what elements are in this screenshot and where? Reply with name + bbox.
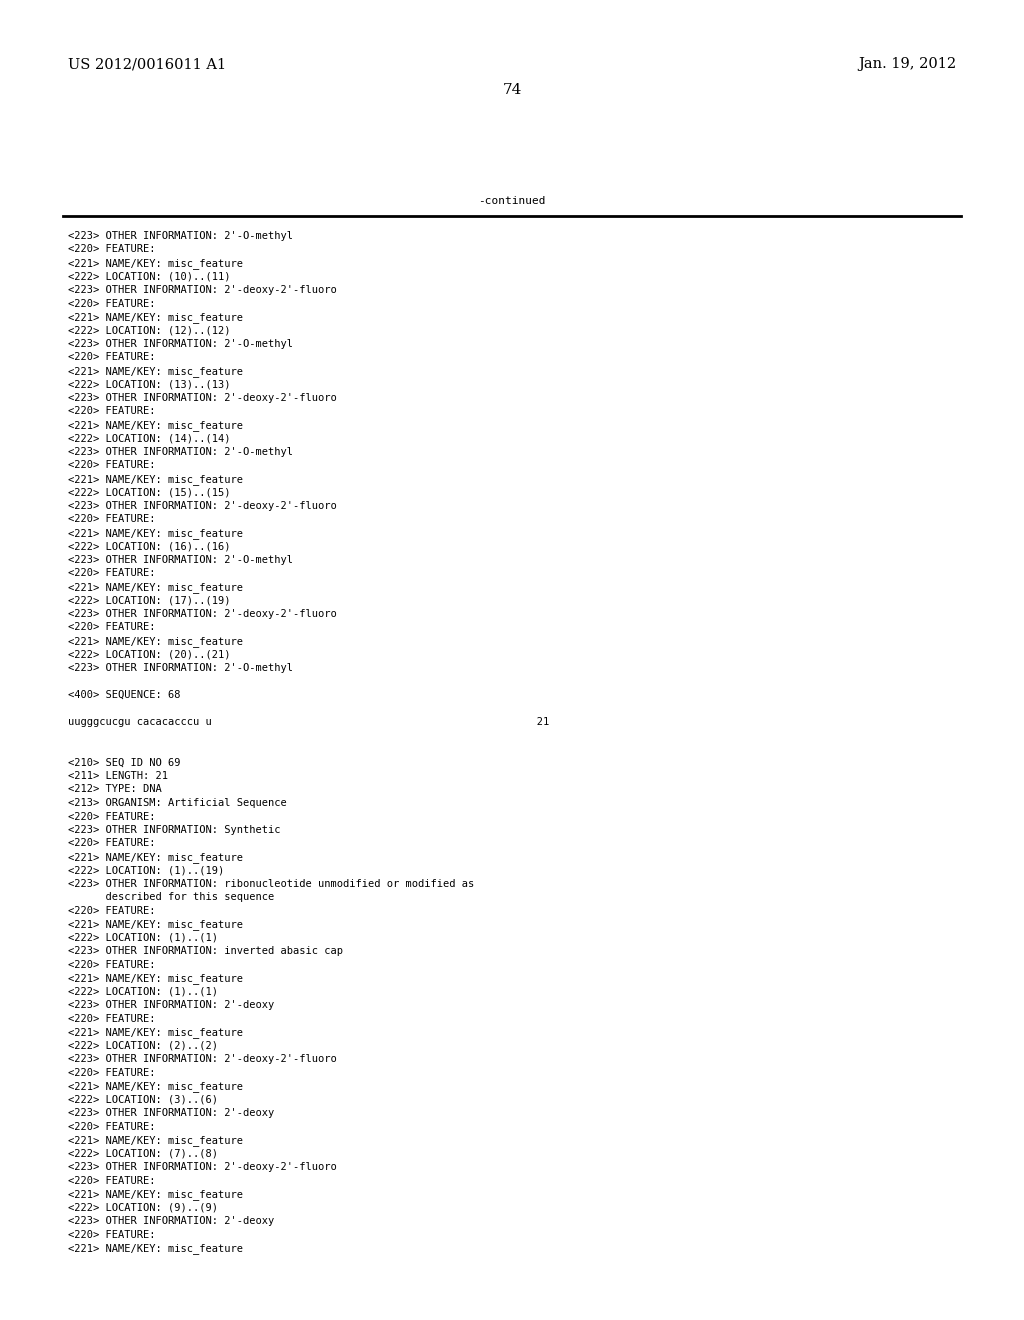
Text: uugggcucgu cacacacccu u                                                    21: uugggcucgu cacacacccu u 21 (68, 717, 549, 727)
Text: <222> LOCATION: (14)..(14): <222> LOCATION: (14)..(14) (68, 433, 230, 444)
Text: <222> LOCATION: (17)..(19): <222> LOCATION: (17)..(19) (68, 595, 230, 606)
Text: <221> NAME/KEY: misc_feature: <221> NAME/KEY: misc_feature (68, 257, 243, 269)
Text: <223> OTHER INFORMATION: 2'-deoxy: <223> OTHER INFORMATION: 2'-deoxy (68, 1217, 274, 1226)
Text: <220> FEATURE:: <220> FEATURE: (68, 623, 156, 632)
Text: <223> OTHER INFORMATION: 2'-O-methyl: <223> OTHER INFORMATION: 2'-O-methyl (68, 663, 293, 673)
Text: <222> LOCATION: (16)..(16): <222> LOCATION: (16)..(16) (68, 541, 230, 552)
Text: <223> OTHER INFORMATION: 2'-deoxy-2'-fluoro: <223> OTHER INFORMATION: 2'-deoxy-2'-flu… (68, 1163, 337, 1172)
Text: <211> LENGTH: 21: <211> LENGTH: 21 (68, 771, 168, 781)
Text: <221> NAME/KEY: misc_feature: <221> NAME/KEY: misc_feature (68, 1189, 243, 1200)
Text: <223> OTHER INFORMATION: 2'-O-methyl: <223> OTHER INFORMATION: 2'-O-methyl (68, 554, 293, 565)
Text: <222> LOCATION: (1)..(1): <222> LOCATION: (1)..(1) (68, 933, 218, 942)
Text: <222> LOCATION: (10)..(11): <222> LOCATION: (10)..(11) (68, 272, 230, 281)
Text: <213> ORGANISM: Artificial Sequence: <213> ORGANISM: Artificial Sequence (68, 799, 287, 808)
Text: <223> OTHER INFORMATION: 2'-O-methyl: <223> OTHER INFORMATION: 2'-O-methyl (68, 231, 293, 242)
Text: <220> FEATURE:: <220> FEATURE: (68, 906, 156, 916)
Text: <222> LOCATION: (15)..(15): <222> LOCATION: (15)..(15) (68, 487, 230, 498)
Text: <220> FEATURE:: <220> FEATURE: (68, 515, 156, 524)
Text: <223> OTHER INFORMATION: inverted abasic cap: <223> OTHER INFORMATION: inverted abasic… (68, 946, 343, 957)
Text: <210> SEQ ID NO 69: <210> SEQ ID NO 69 (68, 758, 180, 767)
Text: <222> LOCATION: (12)..(12): <222> LOCATION: (12)..(12) (68, 326, 230, 335)
Text: <221> NAME/KEY: misc_feature: <221> NAME/KEY: misc_feature (68, 1243, 243, 1254)
Text: <212> TYPE: DNA: <212> TYPE: DNA (68, 784, 162, 795)
Text: <221> NAME/KEY: misc_feature: <221> NAME/KEY: misc_feature (68, 474, 243, 484)
Text: <222> LOCATION: (1)..(19): <222> LOCATION: (1)..(19) (68, 866, 224, 875)
Text: <223> OTHER INFORMATION: 2'-O-methyl: <223> OTHER INFORMATION: 2'-O-methyl (68, 339, 293, 348)
Text: <220> FEATURE:: <220> FEATURE: (68, 1176, 156, 1185)
Text: <221> NAME/KEY: misc_feature: <221> NAME/KEY: misc_feature (68, 582, 243, 593)
Text: <221> NAME/KEY: misc_feature: <221> NAME/KEY: misc_feature (68, 1081, 243, 1093)
Text: <220> FEATURE:: <220> FEATURE: (68, 461, 156, 470)
Text: <220> FEATURE:: <220> FEATURE: (68, 244, 156, 255)
Text: <220> FEATURE:: <220> FEATURE: (68, 1068, 156, 1078)
Text: <220> FEATURE:: <220> FEATURE: (68, 1122, 156, 1133)
Text: <222> LOCATION: (1)..(1): <222> LOCATION: (1)..(1) (68, 987, 218, 997)
Text: <221> NAME/KEY: misc_feature: <221> NAME/KEY: misc_feature (68, 528, 243, 539)
Text: <220> FEATURE:: <220> FEATURE: (68, 812, 156, 821)
Text: <222> LOCATION: (13)..(13): <222> LOCATION: (13)..(13) (68, 380, 230, 389)
Text: <222> LOCATION: (20)..(21): <222> LOCATION: (20)..(21) (68, 649, 230, 660)
Text: <223> OTHER INFORMATION: Synthetic: <223> OTHER INFORMATION: Synthetic (68, 825, 281, 836)
Text: <221> NAME/KEY: misc_feature: <221> NAME/KEY: misc_feature (68, 312, 243, 323)
Text: <220> FEATURE:: <220> FEATURE: (68, 407, 156, 417)
Text: US 2012/0016011 A1: US 2012/0016011 A1 (68, 57, 226, 71)
Text: <222> LOCATION: (7)..(8): <222> LOCATION: (7)..(8) (68, 1148, 218, 1159)
Text: <221> NAME/KEY: misc_feature: <221> NAME/KEY: misc_feature (68, 974, 243, 985)
Text: <221> NAME/KEY: misc_feature: <221> NAME/KEY: misc_feature (68, 1027, 243, 1039)
Text: -continued: -continued (478, 195, 546, 206)
Text: <223> OTHER INFORMATION: 2'-deoxy: <223> OTHER INFORMATION: 2'-deoxy (68, 1109, 274, 1118)
Text: <223> OTHER INFORMATION: 2'-deoxy-2'-fluoro: <223> OTHER INFORMATION: 2'-deoxy-2'-flu… (68, 609, 337, 619)
Text: <400> SEQUENCE: 68: <400> SEQUENCE: 68 (68, 690, 180, 700)
Text: <223> OTHER INFORMATION: 2'-deoxy-2'-fluoro: <223> OTHER INFORMATION: 2'-deoxy-2'-flu… (68, 502, 337, 511)
Text: described for this sequence: described for this sequence (68, 892, 274, 903)
Text: <221> NAME/KEY: misc_feature: <221> NAME/KEY: misc_feature (68, 851, 243, 863)
Text: <222> LOCATION: (9)..(9): <222> LOCATION: (9)..(9) (68, 1203, 218, 1213)
Text: <221> NAME/KEY: misc_feature: <221> NAME/KEY: misc_feature (68, 420, 243, 430)
Text: <221> NAME/KEY: misc_feature: <221> NAME/KEY: misc_feature (68, 636, 243, 647)
Text: <222> LOCATION: (3)..(6): <222> LOCATION: (3)..(6) (68, 1096, 218, 1105)
Text: <223> OTHER INFORMATION: 2'-deoxy-2'-fluoro: <223> OTHER INFORMATION: 2'-deoxy-2'-flu… (68, 393, 337, 403)
Text: <220> FEATURE:: <220> FEATURE: (68, 838, 156, 849)
Text: <220> FEATURE:: <220> FEATURE: (68, 960, 156, 970)
Text: <221> NAME/KEY: misc_feature: <221> NAME/KEY: misc_feature (68, 1135, 243, 1146)
Text: <220> FEATURE:: <220> FEATURE: (68, 569, 156, 578)
Text: <220> FEATURE:: <220> FEATURE: (68, 352, 156, 363)
Text: <222> LOCATION: (2)..(2): <222> LOCATION: (2)..(2) (68, 1041, 218, 1051)
Text: <223> OTHER INFORMATION: 2'-O-methyl: <223> OTHER INFORMATION: 2'-O-methyl (68, 447, 293, 457)
Text: <223> OTHER INFORMATION: 2'-deoxy: <223> OTHER INFORMATION: 2'-deoxy (68, 1001, 274, 1011)
Text: <220> FEATURE:: <220> FEATURE: (68, 298, 156, 309)
Text: <221> NAME/KEY: misc_feature: <221> NAME/KEY: misc_feature (68, 366, 243, 378)
Text: <221> NAME/KEY: misc_feature: <221> NAME/KEY: misc_feature (68, 920, 243, 931)
Text: Jan. 19, 2012: Jan. 19, 2012 (858, 57, 956, 71)
Text: <223> OTHER INFORMATION: 2'-deoxy-2'-fluoro: <223> OTHER INFORMATION: 2'-deoxy-2'-flu… (68, 285, 337, 294)
Text: <223> OTHER INFORMATION: ribonucleotide unmodified or modified as: <223> OTHER INFORMATION: ribonucleotide … (68, 879, 474, 888)
Text: <220> FEATURE:: <220> FEATURE: (68, 1014, 156, 1024)
Text: 74: 74 (503, 83, 521, 96)
Text: <220> FEATURE:: <220> FEATURE: (68, 1230, 156, 1239)
Text: <223> OTHER INFORMATION: 2'-deoxy-2'-fluoro: <223> OTHER INFORMATION: 2'-deoxy-2'-flu… (68, 1055, 337, 1064)
